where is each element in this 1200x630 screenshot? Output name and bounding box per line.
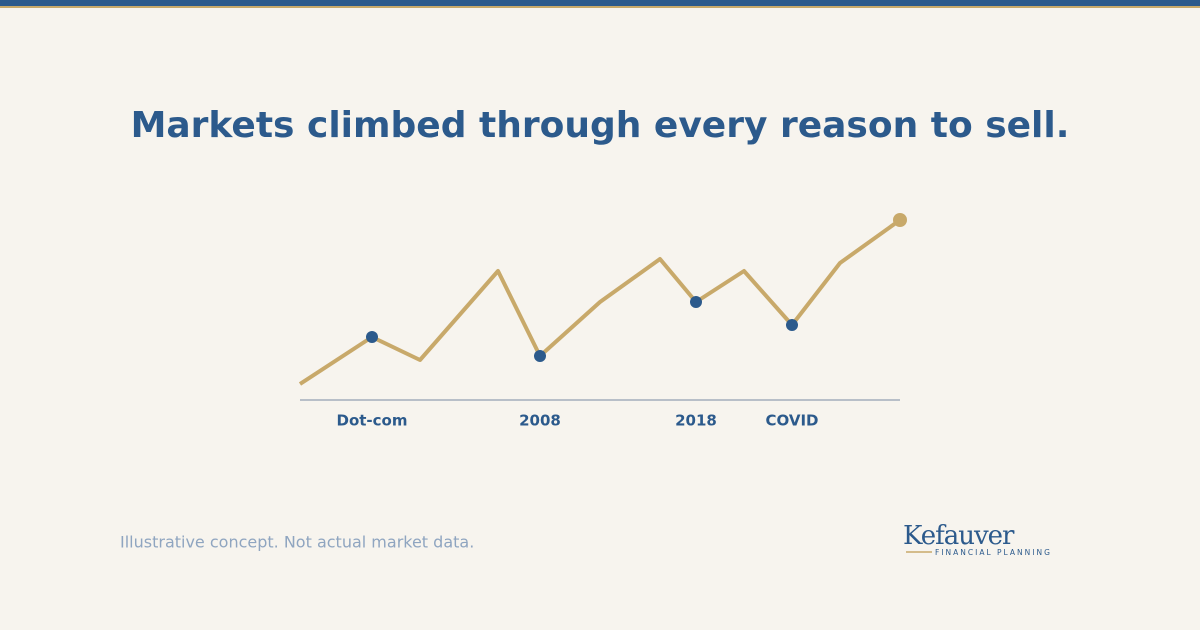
top-accent bbox=[0, 6, 1200, 8]
event-label: 2008 bbox=[519, 412, 561, 430]
chart-title: Markets climbed through every reason to … bbox=[131, 105, 1070, 146]
brand-name: Kefauver bbox=[903, 521, 1015, 551]
event-marker bbox=[690, 296, 702, 308]
end-marker bbox=[893, 213, 907, 227]
brand-tagline: FINANCIAL PLANNING bbox=[935, 548, 1052, 557]
event-label: 2018 bbox=[675, 412, 717, 430]
event-marker bbox=[366, 331, 378, 343]
line bbox=[298, 218, 902, 386]
event-label: Dot-com bbox=[337, 412, 408, 430]
top-bar bbox=[0, 0, 1200, 6]
event-marker bbox=[534, 350, 546, 362]
event-marker bbox=[786, 319, 798, 331]
event-label: COVID bbox=[766, 412, 819, 430]
footnote: Illustrative concept. Not actual market … bbox=[120, 533, 474, 552]
